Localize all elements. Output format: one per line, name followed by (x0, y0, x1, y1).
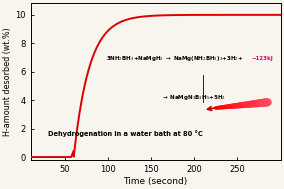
Text: $\rightarrow$ NaMgN$_3$B$_3$H$_5$+5H$_2$: $\rightarrow$ NaMgN$_3$B$_3$H$_5$+5H$_2$ (160, 93, 225, 102)
X-axis label: Time (second): Time (second) (124, 177, 188, 186)
Y-axis label: H-amount desorbed (wt.%): H-amount desorbed (wt.%) (3, 27, 12, 136)
Text: 3NH$_2$BH$_3$+NaMgH$_2$ $\rightarrow$ NaMg(NH$_2$BH$_3$)$_3$+3H$_2$+: 3NH$_2$BH$_3$+NaMgH$_2$ $\rightarrow$ Na… (106, 54, 244, 63)
Text: Dehydrogenation in a water bath at 80 °C: Dehydrogenation in a water bath at 80 °C (48, 130, 203, 137)
Text: ~123kJ: ~123kJ (252, 56, 273, 61)
